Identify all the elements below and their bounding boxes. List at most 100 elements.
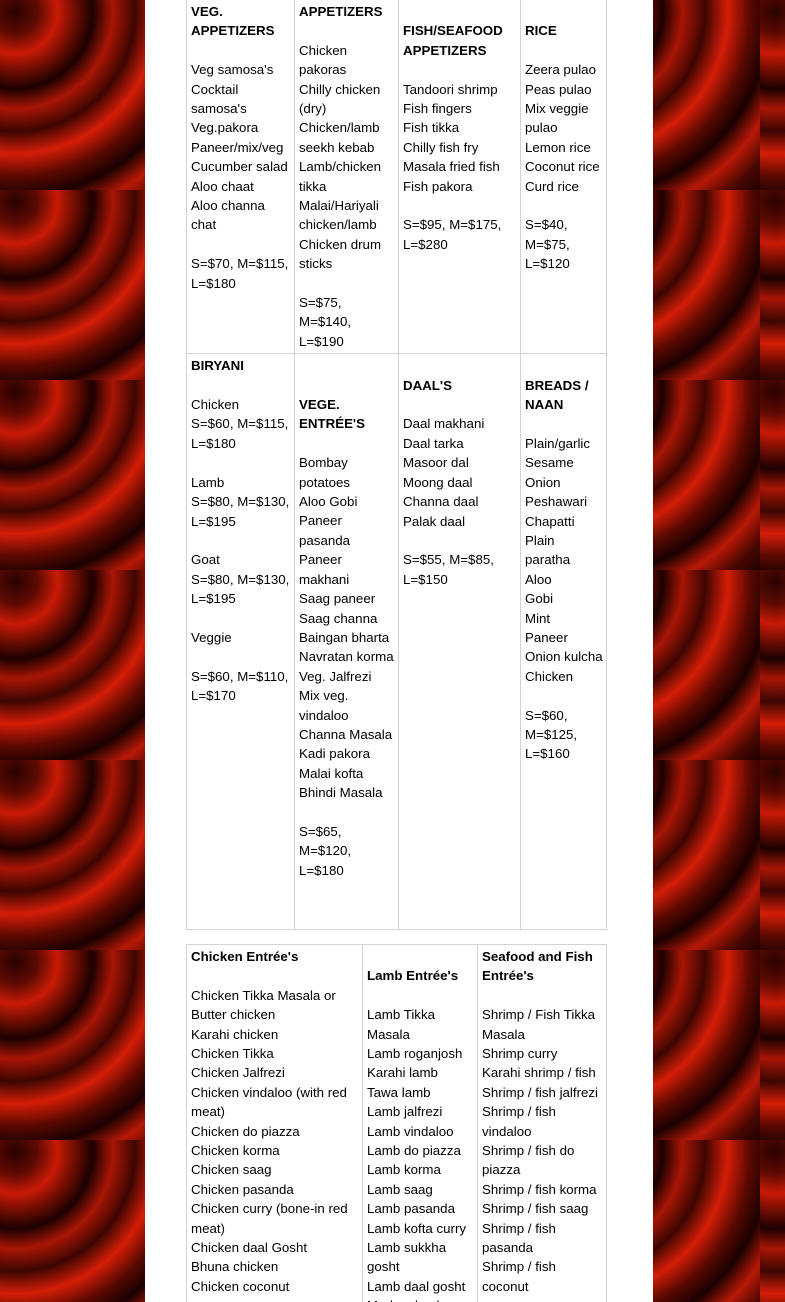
cell-seafood-entrees: Seafood and Fish Entrée's Shrimp / Fish …: [477, 944, 607, 1302]
menu-item: Lamb sukkha gosht: [367, 1240, 447, 1275]
menu-item: Palak daal: [403, 513, 466, 529]
menu-item: Lamb daal gosht: [367, 1278, 466, 1294]
spacer: [299, 274, 395, 293]
spacer: [525, 2, 603, 21]
cell-rice: RICE Zeera pulao Peas pulao Mix veggie p…: [520, 0, 607, 355]
menu-item: Shrimp / fish pasanda: [482, 1220, 556, 1256]
section-heading-rice: RICE: [525, 23, 557, 39]
menu-item: Veggie: [191, 629, 232, 645]
price-line: S=$60, M=$110, L=$170: [191, 668, 289, 704]
menu-item: Chicken/lamb seekh kebab: [299, 120, 380, 155]
menu-item: Malai kofta: [299, 765, 364, 781]
menu-item: Curd rice: [525, 178, 579, 194]
spacer: [525, 356, 603, 375]
spacer: [403, 395, 517, 414]
menu-item: Mix veggie pulao: [525, 101, 589, 136]
menu-item: Chicken coconut: [191, 1278, 290, 1294]
menu-item: Chilly fish fry: [403, 139, 479, 155]
spacer: [525, 41, 603, 60]
spacer: [191, 453, 291, 472]
menu-item: Shrimp / fish jalfrezi: [482, 1084, 599, 1100]
spacer: [191, 647, 291, 666]
menu-item: Veg. Jalfrezi: [299, 668, 372, 684]
menu-item: Peshawari: [525, 494, 588, 510]
menu-item: Lamb do piazza: [367, 1143, 461, 1159]
spacer: [191, 531, 291, 550]
menu-table-main: VEG. APPETIZERS Veg samosa's Cocktail sa…: [186, 0, 607, 931]
menu-item: Chapatti: [525, 513, 575, 529]
menu-table-entrees: Chicken Entrée's Chicken Tikka Masala or…: [186, 944, 607, 1302]
section-heading-chicken-entrees: Chicken Entrée's: [191, 949, 299, 964]
menu-item: Lamb kofta curry: [367, 1220, 467, 1236]
menu-item: Paneer/mix/veg: [191, 139, 284, 155]
cell-fish-seafood-appetizers: FISH/SEAFOOD APPETIZERS Tandoori shrimp …: [398, 0, 521, 355]
cell-biryani: BIRYANI Chicken S=$60, M=$115, L=$180 La…: [186, 353, 295, 931]
menu-item: Plain paratha: [525, 532, 571, 568]
content-column: VEG. APPETIZERS Veg samosa's Cocktail sa…: [145, 0, 653, 1302]
menu-item: Masoor dal: [403, 455, 469, 471]
menu-item: Chilly chicken (dry): [299, 81, 381, 117]
menu-item: Fish tikka: [403, 120, 460, 136]
menu-item: Shrimp / fish coconut: [482, 1259, 556, 1294]
menu-item: Chicken: [525, 668, 574, 684]
menu-item: Channa Masala: [299, 726, 393, 742]
menu-item: Chicken pakoras: [299, 42, 348, 78]
menu-item: Karahi lamb: [367, 1065, 438, 1081]
price-line: S=$70, M=$115, L=$180: [191, 256, 289, 291]
menu-item: Tandoori shrimp: [403, 81, 498, 97]
menu-item: Madras lamb: [367, 1296, 474, 1302]
menu-item: Channa daal: [403, 494, 479, 510]
menu-item: Bhuna chicken: [191, 1259, 279, 1275]
section-heading-vege-entrees: VEGE. ENTRÉE'S: [299, 397, 365, 432]
menu-item: Daal tarka: [403, 435, 464, 451]
spacer: [191, 41, 291, 60]
price-line: S=$60, M=$115, L=$180: [191, 416, 289, 451]
menu-item: Chicken Tikka Masala or Butter chicken: [191, 987, 336, 1023]
price-line: S=$95, M=$175, L=$280: [403, 217, 502, 252]
menu-item: Malai/Hariyali chicken/lamb: [299, 198, 379, 233]
menu-item: Chicken Jalfrezi: [191, 1065, 285, 1081]
price-line: S=$80, M=$130, L=$195: [191, 571, 290, 607]
menu-item: Paneer pasanda: [299, 513, 351, 548]
cell-chicken-entrees: Chicken Entrée's Chicken Tikka Masala or…: [186, 944, 363, 1302]
menu-item: Onion kulcha: [525, 649, 603, 665]
menu-item: Mix veg. vindaloo: [299, 688, 349, 723]
menu-item: Saag channa: [299, 610, 378, 626]
menu-item: Aloo chaat: [191, 178, 254, 194]
menu-item: Kadi pakora: [299, 746, 370, 762]
menu-item: Shrimp / fish saag: [482, 1201, 589, 1217]
section-heading-biryani: BIRYANI: [191, 358, 244, 374]
menu-item: Shrimp curry: [482, 1046, 558, 1062]
spacer: [403, 2, 517, 21]
menu-item: Chicken curry (bone-in red meat): [191, 1201, 348, 1236]
menu-item: Plain/garlic: [525, 435, 591, 451]
menu-item: Shrimp / fish korma: [482, 1181, 597, 1197]
menu-item: Lamb roganjosh: [367, 1046, 463, 1061]
menu-item: Mint: [525, 610, 551, 626]
menu-item: Masala fried fish: [403, 159, 500, 175]
menu-item: Chicken pasanda: [191, 1181, 294, 1197]
menu-item: Saag paneer: [299, 591, 376, 607]
menu-item: Chicken drum sticks: [299, 236, 382, 272]
spacer: [525, 196, 603, 215]
price-line: S=$60, M=$125, L=$160: [525, 707, 578, 762]
menu-item: Chicken korma: [191, 1143, 280, 1159]
menu-item: Chicken: [191, 397, 240, 413]
menu-item: Aloo channa chat: [191, 198, 265, 233]
spacer: [403, 356, 517, 375]
menu-item: Coconut rice: [525, 159, 600, 175]
menu-item: Peas pulao: [525, 81, 592, 97]
spacer: [299, 21, 395, 40]
spacer: [482, 1296, 603, 1302]
table-row: VEG. APPETIZERS Veg samosa's Cocktail sa…: [186, 0, 607, 355]
menu-item: Fish pakora: [403, 178, 473, 194]
section-heading-veg-appetizers: VEG. APPETIZERS: [191, 4, 275, 39]
price-line: S=$80, M=$130, L=$195: [191, 494, 290, 529]
menu-item: Veg.pakora: [191, 120, 259, 136]
menu-item: Cocktail samosa's: [191, 81, 247, 117]
spacer: [191, 609, 291, 628]
menu-item: Shrimp / fish do piazza: [482, 1143, 575, 1178]
menu-item: Lamb pasanda: [367, 1201, 455, 1217]
menu-item: Cucumber salad: [191, 159, 288, 175]
menu-item: Sesame: [525, 455, 574, 471]
